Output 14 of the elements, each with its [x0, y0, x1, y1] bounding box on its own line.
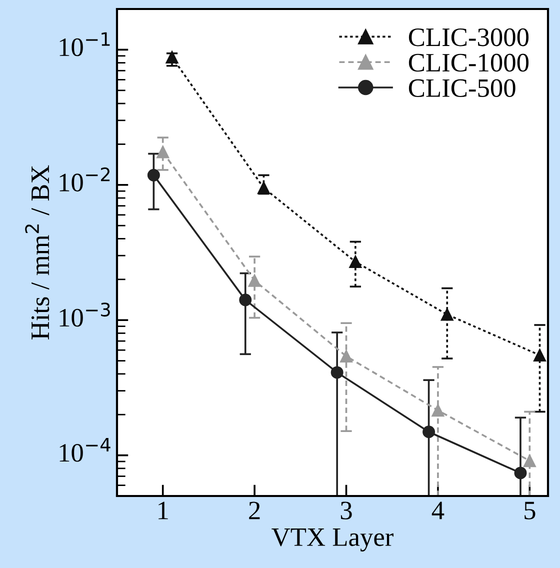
x-tick-label: 4	[432, 502, 444, 520]
legend-label: CLIC-500	[408, 79, 516, 98]
x-tick-label: 2	[249, 502, 260, 520]
legend-label: CLIC-3000	[408, 28, 529, 46]
x-tick-label: 1	[158, 502, 168, 520]
x-tick-label: 5	[524, 502, 536, 520]
x-axis-title: VTX Layer	[272, 528, 394, 552]
y-tick-label: 10$^{−4}$	[60, 438, 110, 462]
legend-label: CLIC-1000	[408, 54, 529, 72]
y-tick-label: 10$^{−3}$	[60, 302, 110, 327]
y-tick-label: 10$^{−1}$	[60, 32, 110, 56]
y-tick-label: 10$^{−2}$	[60, 167, 110, 192]
x-tick-label: 3	[340, 502, 352, 520]
y-axis-title: Hits / mm$^{2}$ / BX	[25, 165, 50, 340]
